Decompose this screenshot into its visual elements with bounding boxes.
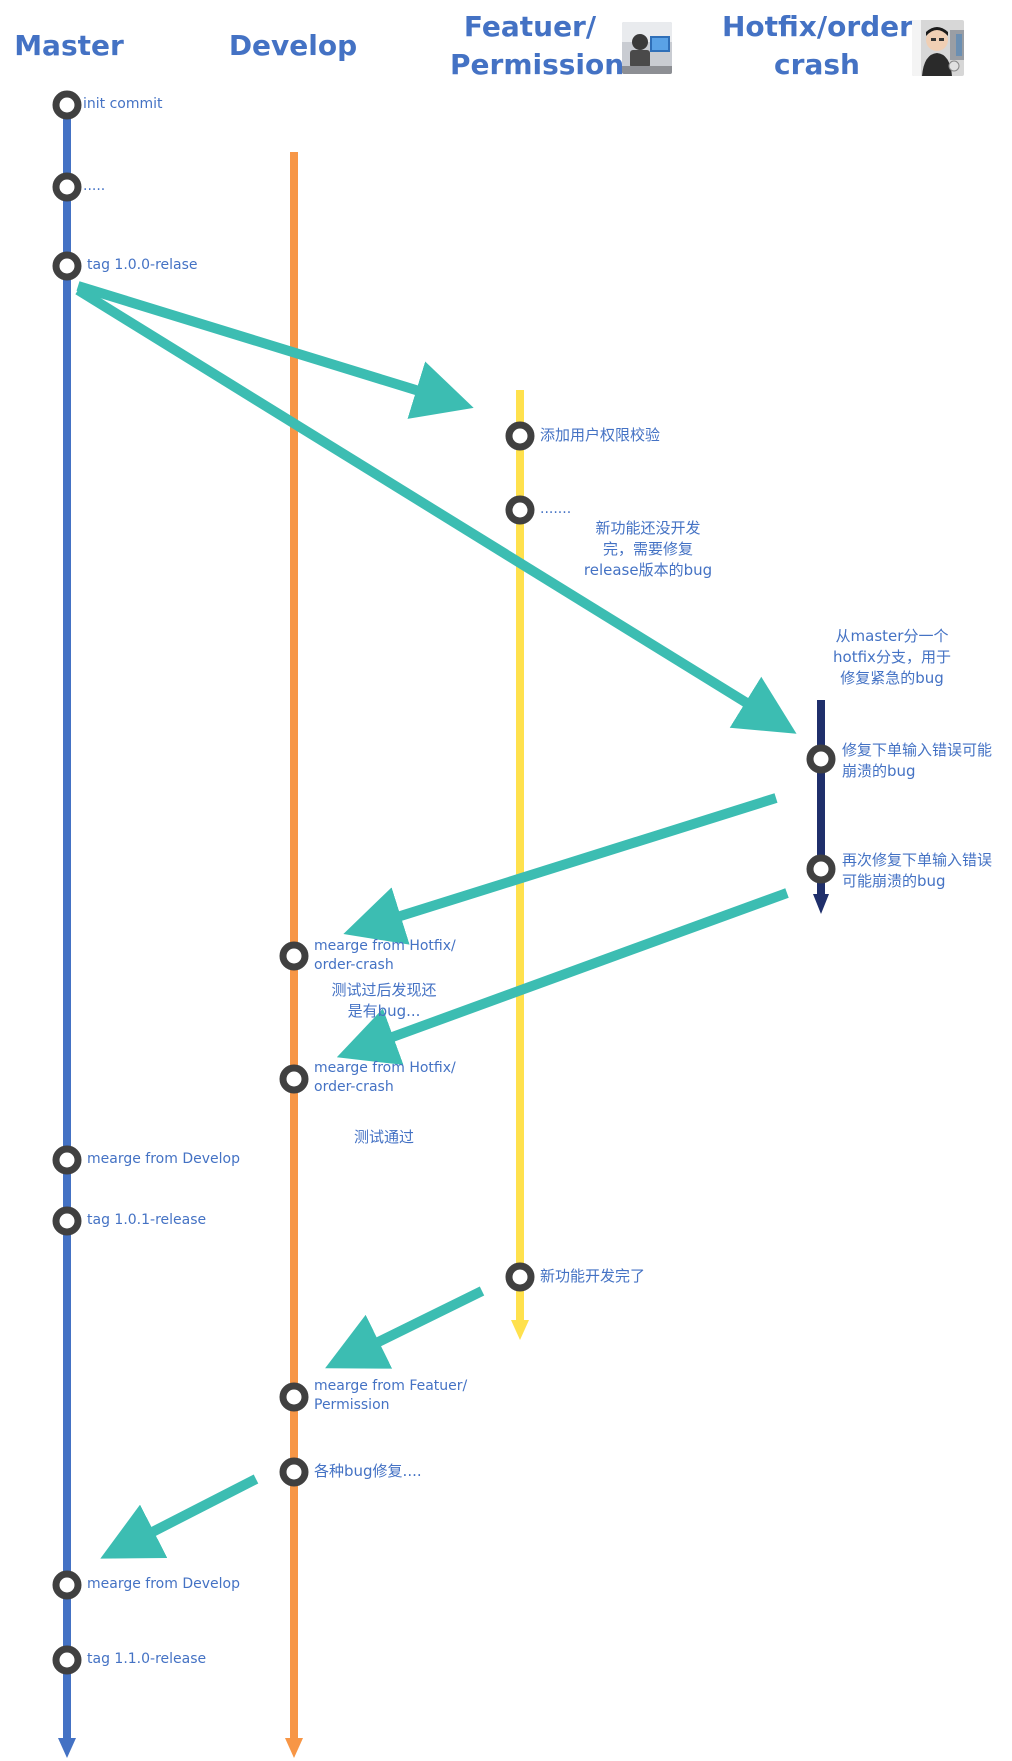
commit-node[interactable] — [52, 1145, 82, 1175]
commit-node[interactable] — [52, 172, 82, 202]
arrow-hotfix-to-develop-2 — [336, 888, 789, 1065]
feature-branch-title: Featuer/ Permission — [450, 8, 625, 84]
commit-node[interactable] — [52, 1570, 82, 1600]
arrow-develop-to-master — [100, 1474, 259, 1559]
note-found-bug: 测试过后发现还 是有bug... — [314, 980, 454, 1022]
commit-label-hotfix-fix-1-line1: 修复下单输入错误可能 — [842, 741, 993, 759]
note-found-bug-line1: 测试过后发现还 — [331, 981, 437, 999]
commit-node[interactable] — [52, 90, 82, 120]
feature-branch-title-line1: Featuer/ — [463, 10, 597, 43]
develop-branch-title: Develop — [228, 29, 358, 62]
commit-label-feature-dots: ....... — [540, 501, 572, 517]
commit-label-develop-merge-hotfix-1-line2: order-crash — [314, 957, 394, 973]
commit-node[interactable] — [279, 1457, 309, 1487]
hotfix-branch-arrowhead — [813, 894, 829, 914]
commit-label-develop-merge-feature-line1: mearge from Featuer/ — [314, 1378, 468, 1394]
note-hotfix-branch: 从master分一个 hotfix分支，用于 修复紧急的bug — [822, 626, 962, 689]
note-feature-unfinished-line1: 新功能还没开发 — [595, 519, 701, 537]
commit-label-develop-merge-hotfix-1-line1: mearge from Hotfix/ — [314, 938, 456, 954]
hotfix-branch-title: Hotfix/order- crash — [722, 8, 925, 84]
commit-label-develop-merge-feature-line2: Permission — [314, 1397, 390, 1413]
commit-node[interactable] — [279, 941, 309, 971]
master-branch-arrowhead — [58, 1738, 76, 1758]
note-feature-unfinished-line3: release版本的bug — [583, 561, 713, 579]
develop-branch-arrowhead — [285, 1738, 303, 1758]
commit-node[interactable] — [505, 495, 535, 525]
hotfix-branch-title-line1: Hotfix/order- — [722, 10, 925, 43]
note-hotfix-branch-line3: 修复紧急的bug — [840, 669, 944, 687]
commit-node[interactable] — [279, 1064, 309, 1094]
commit-node[interactable] — [52, 1206, 82, 1236]
note-feature-unfinished: 新功能还没开发 完，需要修复 release版本的bug — [578, 518, 718, 581]
commit-label-master-tag-110: tag 1.1.0-release — [87, 1651, 207, 1667]
merge-arrows — [75, 281, 797, 1559]
commit-label-develop-merge-hotfix-2: mearge from Hotfix/ order-crash — [314, 1059, 456, 1097]
commit-node[interactable] — [52, 251, 82, 281]
hotfix-branch-title-line2: crash — [774, 48, 860, 81]
note-found-bug-line2: 是有bug... — [347, 1002, 421, 1020]
commit-label-hotfix-fix-1-line2: 崩溃的bug — [842, 762, 916, 780]
feature-developer-avatar — [622, 22, 672, 74]
commit-label-develop-merge-hotfix-2-line2: order-crash — [314, 1079, 394, 1095]
note-hotfix-branch-line1: 从master分一个 — [835, 627, 949, 645]
commit-node[interactable] — [806, 744, 836, 774]
commit-label-develop-merge-feature: mearge from Featuer/ Permission — [314, 1377, 467, 1415]
commit-label-develop-bugfixes: 各种bug修复.... — [314, 1462, 422, 1480]
commit-label-master-dots: ..... — [83, 178, 106, 194]
commit-label-hotfix-fix-1: 修复下单输入错误可能 崩溃的bug — [842, 740, 992, 782]
commit-label-master-merge-develop-1: mearge from Develop — [87, 1151, 240, 1167]
arrow-master-to-feature — [76, 281, 474, 419]
commit-label-master-init: init commit — [83, 96, 163, 112]
commit-label-feature-done: 新功能开发完了 — [540, 1267, 646, 1285]
feature-branch-title-line2: Permission — [450, 48, 625, 81]
note-test-passed: 测试通过 — [353, 1128, 414, 1146]
commit-label-hotfix-fix-2: 再次修复下单输入错误 可能崩溃的bug — [842, 850, 992, 892]
note-hotfix-branch-line2: hotfix分支，用于 — [833, 648, 951, 666]
feature-branch-arrowhead — [511, 1320, 529, 1340]
commit-label-master-tag-100: tag 1.0.0-relase — [87, 257, 198, 273]
commit-node[interactable] — [279, 1382, 309, 1412]
commit-label-master-tag-101: tag 1.0.1-release — [87, 1212, 207, 1228]
commit-label-hotfix-fix-2-line2: 可能崩溃的bug — [842, 872, 946, 890]
commit-label-master-merge-develop-2: mearge from Develop — [87, 1576, 240, 1592]
commit-nodes — [52, 90, 836, 1675]
arrow-feature-to-develop — [325, 1286, 485, 1369]
hotfix-developer-avatar — [912, 20, 964, 76]
commit-node[interactable] — [806, 854, 836, 884]
commit-node[interactable] — [52, 1645, 82, 1675]
commit-node[interactable] — [505, 1262, 535, 1292]
commit-node[interactable] — [505, 421, 535, 451]
commit-label-develop-merge-hotfix-2-line1: mearge from Hotfix/ — [314, 1060, 456, 1076]
arrow-hotfix-to-develop-1 — [343, 793, 778, 945]
commit-label-develop-merge-hotfix-1: mearge from Hotfix/ order-crash — [314, 937, 456, 975]
commit-label-feature-add-check: 添加用户权限校验 — [540, 426, 661, 444]
arrow-master-to-hotfix — [75, 285, 797, 734]
note-feature-unfinished-line2: 完，需要修复 — [602, 540, 693, 558]
master-branch-title: Master — [14, 29, 124, 62]
commit-label-hotfix-fix-2-line1: 再次修复下单输入错误 — [842, 851, 993, 869]
